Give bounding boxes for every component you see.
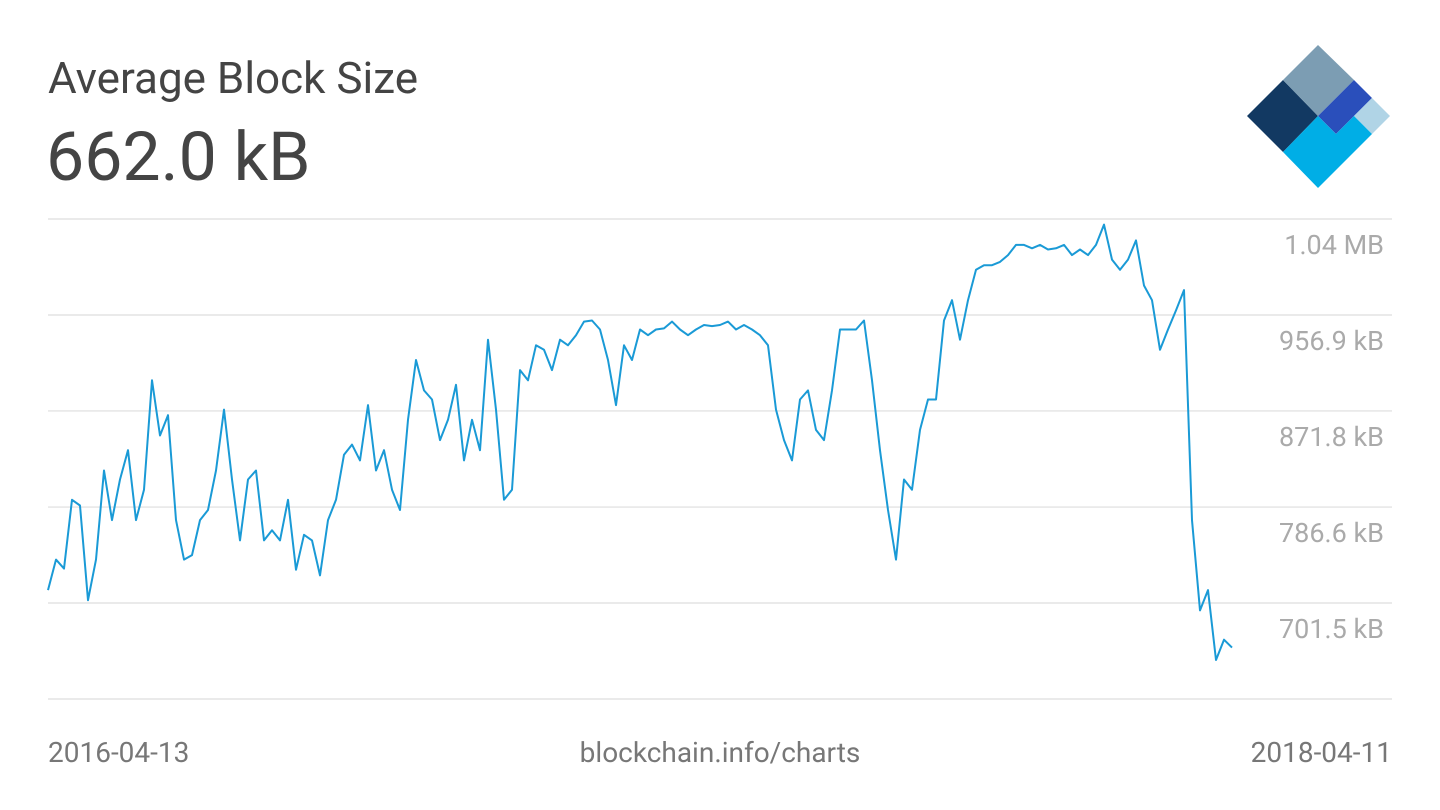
chart-subtitle: 662.0 kB xyxy=(46,117,311,197)
y-tick-label: 956.9 kB xyxy=(1279,325,1384,357)
y-tick-label: 871.8 kB xyxy=(1279,421,1384,453)
x-tick-label: 2016-04-13 xyxy=(48,736,189,769)
logo-part xyxy=(1247,80,1318,152)
y-tick-label: 701.5 kB xyxy=(1279,613,1384,645)
x-tick-label: 2018-04-11 xyxy=(1251,736,1392,769)
y-tick-label: 786.6 kB xyxy=(1279,517,1384,549)
logo xyxy=(1247,45,1390,188)
logo-part xyxy=(1283,116,1372,188)
footer: blockchain.info/charts xyxy=(580,736,861,769)
chart-title: Average Block Size xyxy=(48,52,418,104)
logo-part xyxy=(1283,45,1354,116)
y-tick-label: 1.04 MB xyxy=(1284,229,1384,261)
logo-part xyxy=(1318,80,1372,134)
data-line xyxy=(47,223,1233,661)
